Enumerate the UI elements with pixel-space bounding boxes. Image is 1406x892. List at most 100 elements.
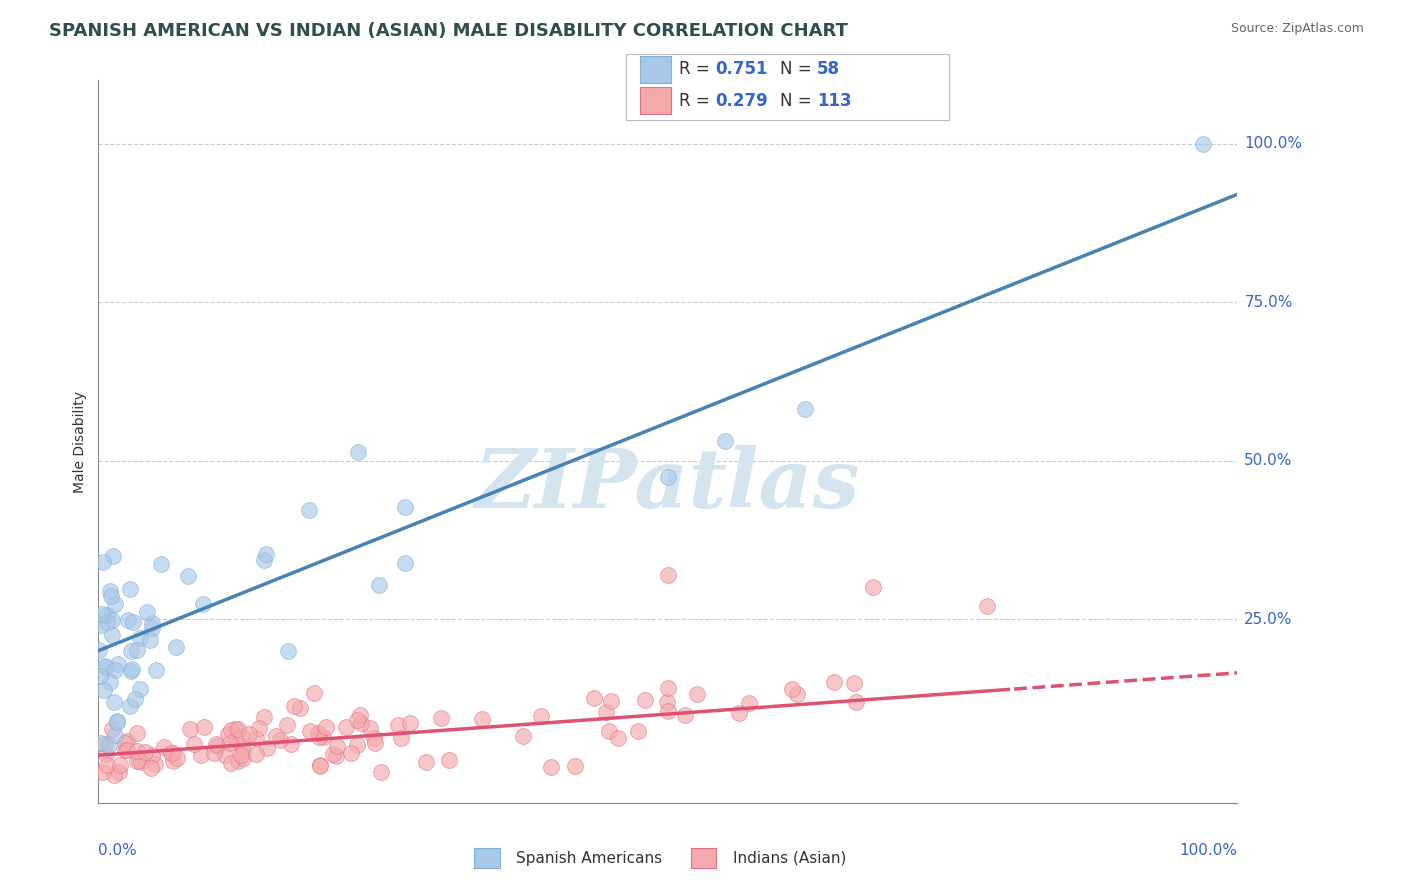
Point (232, 751, 254, 765)
Point (166, 751, 188, 765)
Point (177, 569, 200, 583)
Point (399, 716, 422, 731)
Point (844, 676, 866, 690)
Point (394, 556, 416, 570)
Point (786, 687, 808, 701)
Text: Spanish Americans: Spanish Americans (516, 851, 662, 865)
Point (114, 743, 136, 757)
Point (657, 704, 679, 718)
Point (128, 631, 150, 645)
Point (231, 730, 253, 744)
Point (104, 597, 127, 611)
Point (145, 664, 167, 678)
Point (226, 722, 249, 736)
Text: 100.0%: 100.0% (1244, 136, 1302, 151)
Text: R =: R = (679, 92, 716, 110)
Point (134, 745, 156, 759)
Point (108, 765, 131, 780)
Point (685, 687, 707, 701)
Point (193, 721, 215, 735)
Point (98, 583, 121, 598)
Point (238, 727, 260, 741)
Point (845, 695, 868, 709)
Point (162, 754, 184, 768)
Point (218, 736, 240, 750)
Point (205, 739, 228, 754)
Point (150, 558, 173, 572)
Point (346, 713, 368, 727)
Point (780, 681, 803, 696)
Point (224, 722, 246, 736)
Point (226, 754, 249, 768)
Point (115, 743, 138, 757)
Point (105, 714, 128, 728)
Point (714, 434, 737, 448)
Point (335, 720, 357, 734)
Point (311, 730, 333, 744)
Point (193, 597, 215, 611)
Point (298, 724, 321, 739)
Point (673, 708, 696, 723)
Point (346, 738, 368, 752)
Point (280, 737, 302, 751)
Text: Source: ZipAtlas.com: Source: ZipAtlas.com (1230, 22, 1364, 36)
Text: 100.0%: 100.0% (1180, 843, 1237, 858)
Point (283, 699, 305, 714)
Point (98, 675, 121, 690)
Point (322, 747, 344, 762)
Point (90, 607, 112, 621)
Point (269, 733, 291, 747)
Point (94, 747, 117, 762)
Point (96, 615, 118, 629)
Point (183, 737, 205, 751)
Point (89, 669, 111, 683)
Y-axis label: Male Disability: Male Disability (73, 391, 87, 492)
Point (254, 547, 277, 561)
Point (1192, 136, 1215, 151)
Point (141, 761, 163, 775)
Point (232, 743, 254, 757)
Point (87, 643, 110, 657)
Text: 50.0%: 50.0% (1244, 453, 1292, 468)
Text: Indians (Asian): Indians (Asian) (733, 851, 846, 865)
Point (370, 764, 392, 779)
Point (125, 642, 148, 657)
Point (304, 686, 326, 700)
Point (657, 695, 679, 709)
Point (217, 727, 239, 741)
Point (598, 723, 620, 738)
Point (657, 681, 679, 695)
Point (101, 627, 124, 641)
Text: 0.751: 0.751 (716, 60, 768, 78)
Point (94, 659, 117, 673)
Text: 58: 58 (817, 60, 839, 78)
Point (247, 722, 270, 736)
Point (122, 615, 145, 630)
Point (96, 660, 118, 674)
Point (124, 692, 146, 706)
Point (219, 756, 242, 771)
Point (657, 567, 679, 582)
Point (120, 664, 142, 678)
Point (98, 739, 121, 753)
Point (141, 621, 163, 635)
Point (245, 747, 267, 761)
Point (103, 694, 125, 708)
Point (363, 731, 385, 746)
Text: N =: N = (780, 60, 817, 78)
Point (308, 759, 330, 773)
Point (256, 741, 278, 756)
Point (976, 599, 998, 614)
Point (160, 746, 183, 760)
Point (298, 503, 321, 517)
Text: 113: 113 (817, 92, 852, 110)
Point (364, 736, 387, 750)
Point (131, 756, 153, 770)
Point (368, 578, 391, 592)
Point (350, 715, 373, 730)
Point (229, 739, 252, 754)
Point (128, 681, 150, 696)
Point (153, 739, 176, 754)
Point (162, 747, 184, 761)
Point (530, 708, 553, 723)
